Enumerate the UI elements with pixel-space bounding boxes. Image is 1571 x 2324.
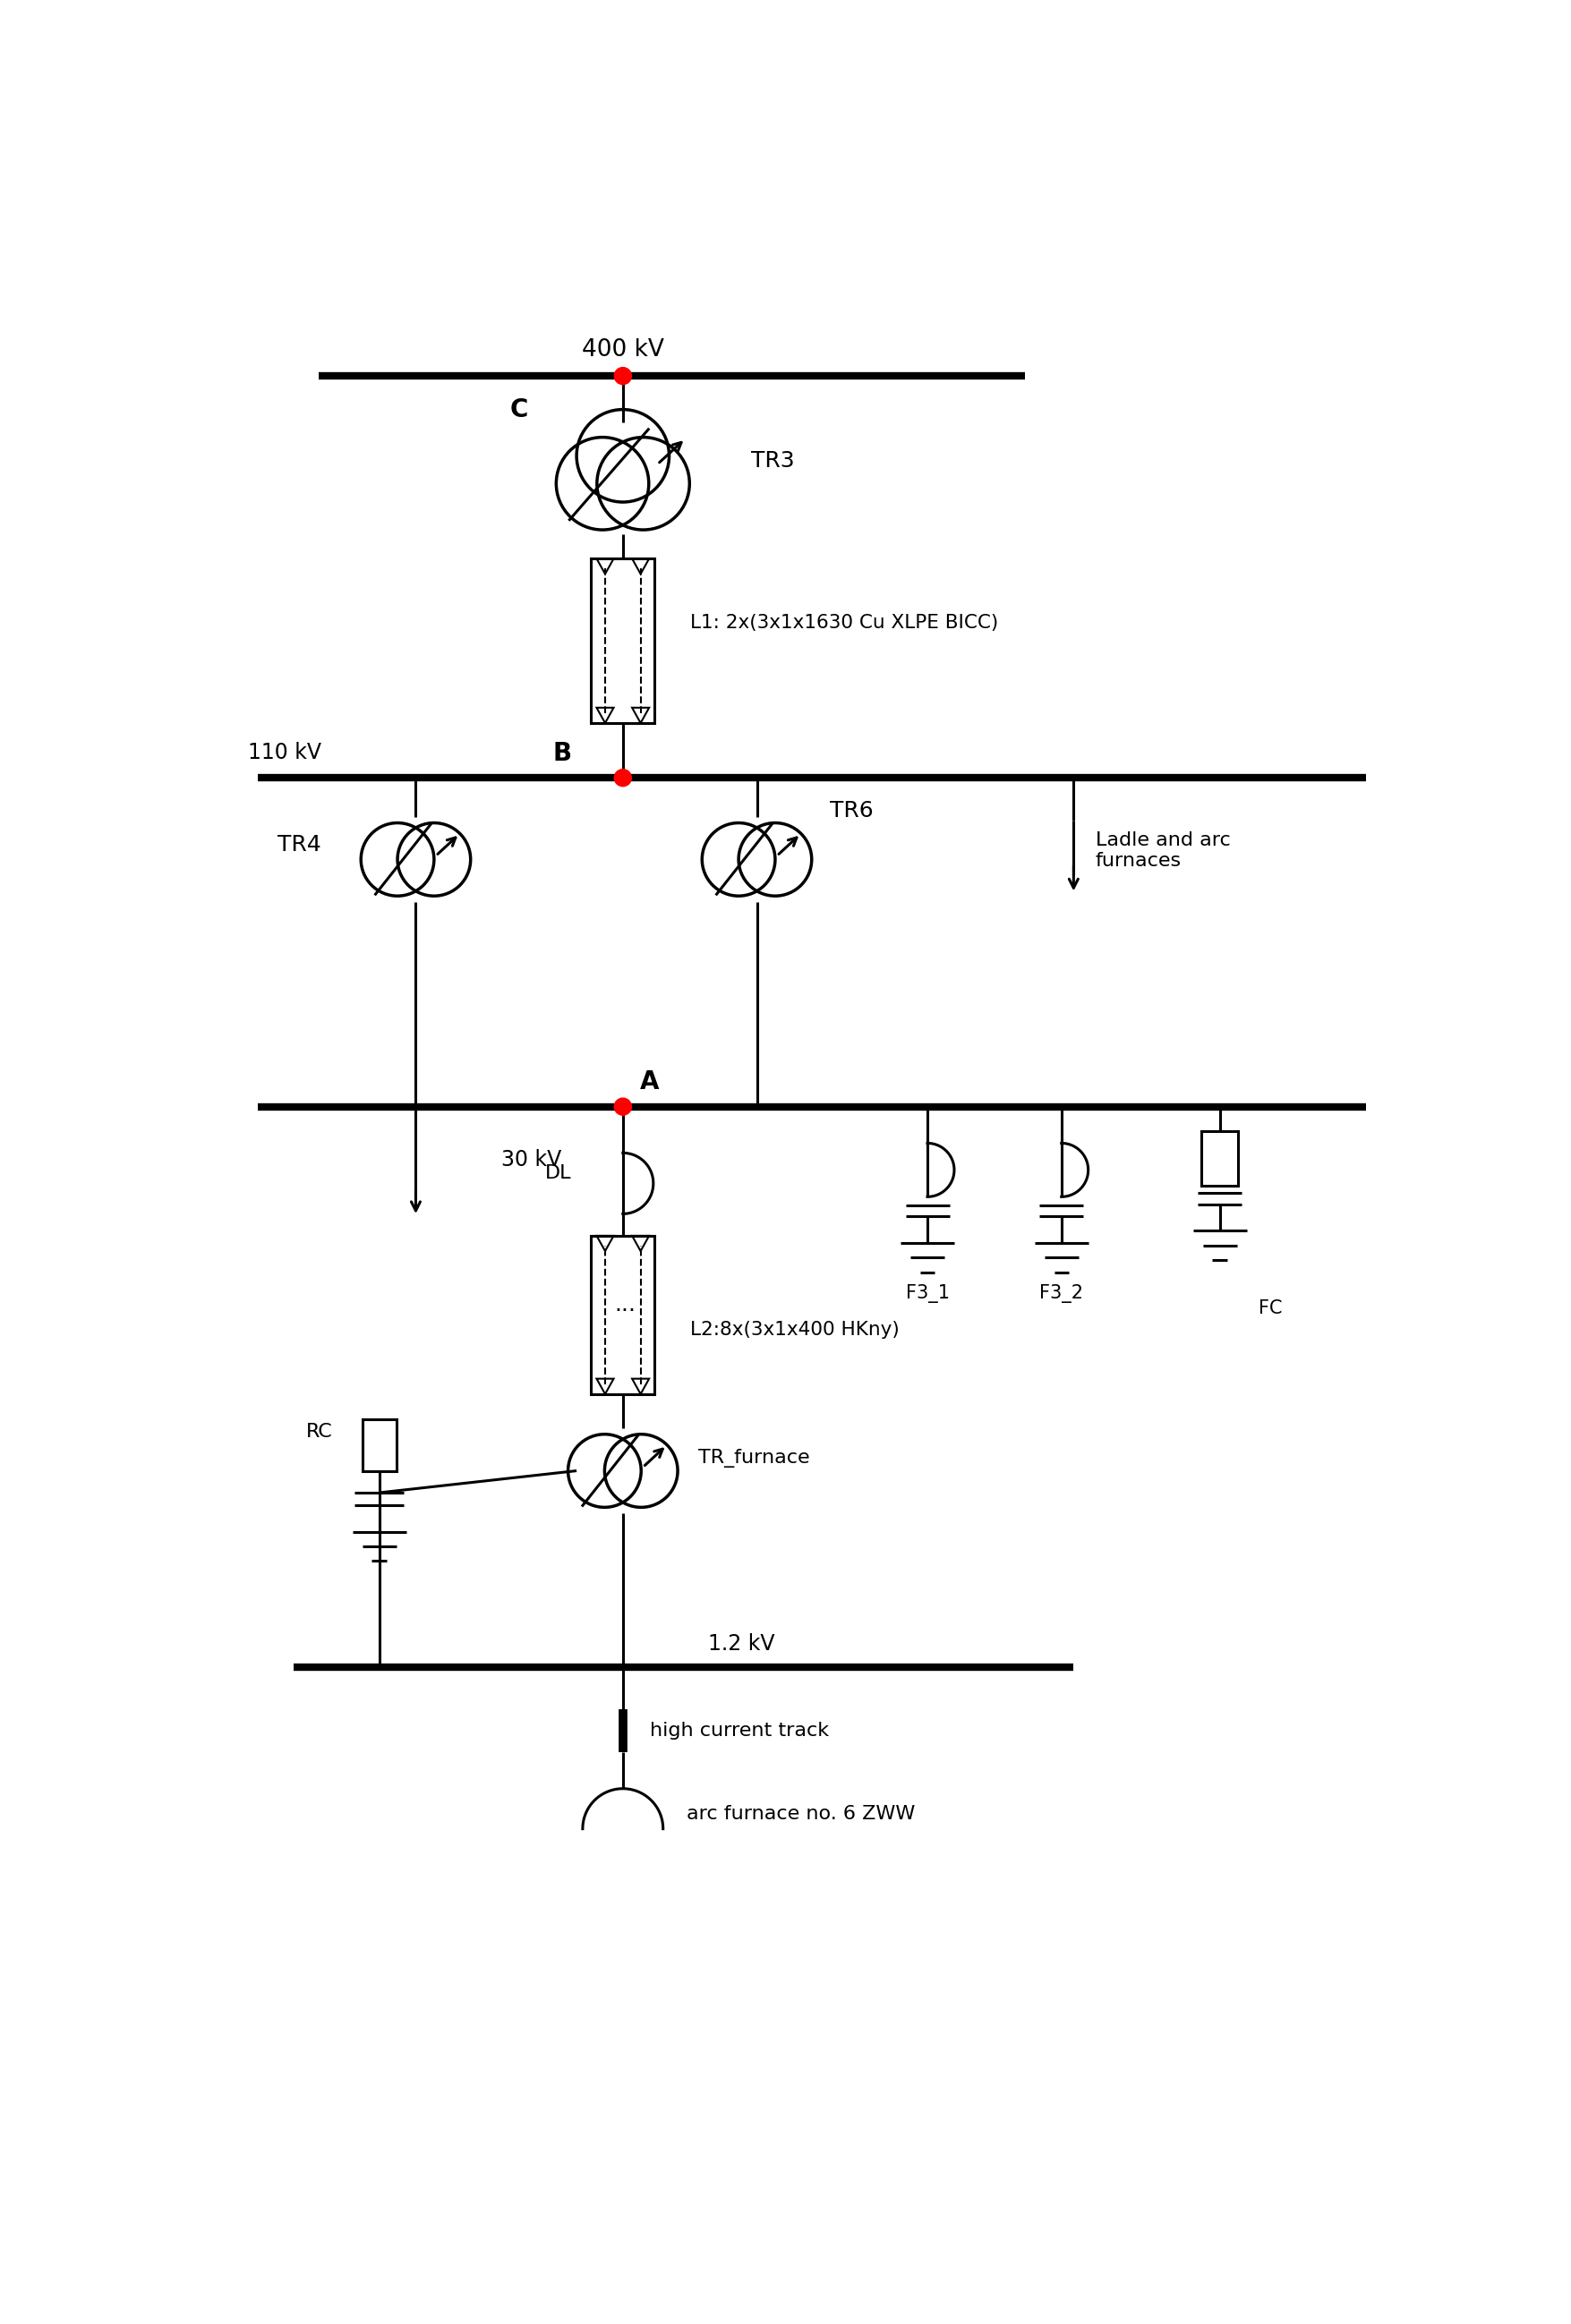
Text: TR4: TR4 bbox=[276, 834, 320, 855]
Bar bbox=[361, 1420, 396, 1471]
Text: 30 kV: 30 kV bbox=[501, 1150, 561, 1171]
Text: F3_1: F3_1 bbox=[905, 1285, 949, 1304]
Text: arc furnace no. 6 ZWW: arc furnace no. 6 ZWW bbox=[687, 1806, 914, 1822]
Text: RC: RC bbox=[306, 1422, 333, 1441]
Text: L1: 2x(3x1x1630 Cu XLPE BICC): L1: 2x(3x1x1630 Cu XLPE BICC) bbox=[690, 614, 998, 632]
Text: C: C bbox=[511, 397, 528, 423]
Circle shape bbox=[614, 769, 632, 786]
Text: TR6: TR6 bbox=[829, 799, 873, 820]
Text: 110 kV: 110 kV bbox=[248, 741, 320, 762]
Text: 400 kV: 400 kV bbox=[581, 337, 663, 360]
Text: A: A bbox=[639, 1069, 658, 1095]
Bar bbox=[591, 558, 654, 723]
Text: L2:8x(3x1x400 HKny): L2:8x(3x1x400 HKny) bbox=[690, 1320, 899, 1339]
Text: TR_furnace: TR_furnace bbox=[698, 1450, 809, 1469]
Text: TR3: TR3 bbox=[751, 451, 793, 472]
Text: FC: FC bbox=[1258, 1299, 1282, 1318]
Text: Ladle and arc
furnaces: Ladle and arc furnaces bbox=[1095, 832, 1230, 869]
Text: high current track: high current track bbox=[649, 1722, 828, 1741]
Circle shape bbox=[614, 367, 632, 383]
Bar bbox=[1200, 1132, 1238, 1185]
Text: DL: DL bbox=[545, 1164, 572, 1183]
Text: ...: ... bbox=[614, 1294, 636, 1315]
Text: F3_2: F3_2 bbox=[1038, 1285, 1082, 1304]
Circle shape bbox=[614, 1099, 632, 1116]
Bar bbox=[591, 1236, 654, 1394]
Text: 1.2 kV: 1.2 kV bbox=[709, 1634, 775, 1655]
Text: B: B bbox=[551, 741, 572, 765]
